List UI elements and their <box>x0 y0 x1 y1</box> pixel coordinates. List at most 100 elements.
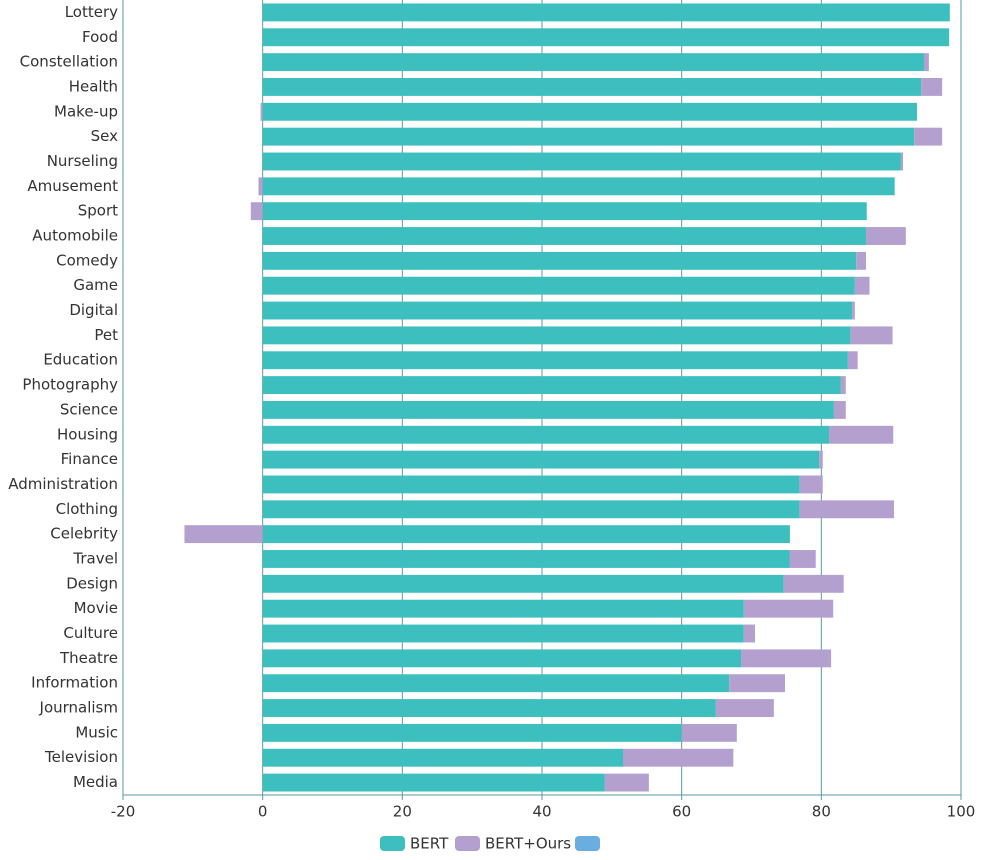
legend-label: BERT <box>410 835 449 853</box>
bar <box>681 723 737 742</box>
bar <box>262 376 841 395</box>
bar <box>799 500 894 519</box>
y-tick-label: Amusement <box>27 177 118 195</box>
x-tick-label: 80 <box>812 803 831 821</box>
y-tick-label: Travel <box>72 549 118 567</box>
bar <box>833 400 846 419</box>
bar <box>854 276 870 295</box>
y-tick-label: Health <box>69 77 118 95</box>
y-tick-label: Information <box>31 674 118 692</box>
bar <box>262 53 924 72</box>
y-tick-label: Movie <box>74 599 118 617</box>
y-tick-label: Journalism <box>39 699 118 717</box>
bar <box>923 53 929 72</box>
bar <box>743 624 755 643</box>
bar <box>262 102 918 121</box>
bar <box>184 525 263 544</box>
bar <box>262 227 867 245</box>
y-tick-label: Housing <box>57 425 118 443</box>
bar <box>262 251 857 270</box>
y-tick-label: Comedy <box>56 251 118 269</box>
bar <box>262 699 716 717</box>
x-tick-label: 60 <box>672 803 691 821</box>
bar <box>262 28 950 47</box>
bar <box>262 127 915 146</box>
y-tick-label: Sex <box>91 127 118 145</box>
bar <box>840 376 846 395</box>
bar <box>850 326 893 345</box>
y-tick-label: Clothing <box>56 500 118 518</box>
x-tick-label: 0 <box>258 803 268 821</box>
y-tick-label: Nurseling <box>47 152 118 170</box>
y-tick-label: Finance <box>61 450 118 468</box>
bar <box>260 102 263 121</box>
y-tick-label: Television <box>44 748 118 766</box>
y-tick-label: Education <box>43 351 118 369</box>
bar <box>262 599 744 618</box>
bar <box>921 78 943 96</box>
bar <box>262 550 790 568</box>
bar <box>829 425 894 444</box>
bar <box>852 301 855 320</box>
bar <box>262 674 730 693</box>
bar <box>262 425 830 444</box>
bar <box>914 127 943 146</box>
bar <box>262 525 790 544</box>
x-tick-label: 20 <box>393 803 412 821</box>
bar <box>262 748 624 767</box>
bar <box>799 475 823 494</box>
bar <box>262 574 784 593</box>
bar <box>262 202 867 221</box>
bar <box>729 674 786 693</box>
bar <box>715 699 774 717</box>
bar <box>262 276 855 295</box>
bar <box>741 649 832 668</box>
bar <box>900 152 904 171</box>
legend-swatch <box>455 836 480 851</box>
bar <box>866 227 906 245</box>
bar <box>262 301 853 320</box>
legend-swatch <box>380 836 405 851</box>
y-tick-label: Administration <box>8 475 118 493</box>
bar <box>819 450 823 469</box>
y-tick-label: Make-up <box>54 102 118 120</box>
bar <box>262 78 922 96</box>
bar <box>604 773 649 792</box>
bar <box>847 351 858 370</box>
bar <box>262 400 834 419</box>
y-tick-label: Lottery <box>65 3 118 21</box>
bar <box>262 649 742 668</box>
bar <box>789 550 816 568</box>
y-tick-label: Sport <box>78 202 118 220</box>
y-tick-label: Food <box>82 28 118 46</box>
y-tick-label: Game <box>73 276 118 294</box>
bar <box>262 475 800 494</box>
x-tick-label: 40 <box>532 803 551 821</box>
bar <box>783 574 844 593</box>
bar <box>262 3 950 22</box>
bar <box>262 177 895 196</box>
bar <box>856 251 867 270</box>
bar <box>743 599 834 618</box>
y-tick-label: Constellation <box>20 53 118 71</box>
legend-swatch <box>575 836 600 851</box>
bar <box>258 177 263 196</box>
y-tick-label: Media <box>73 773 118 791</box>
y-tick-label: Design <box>66 574 118 592</box>
y-tick-label: Science <box>60 400 118 418</box>
y-tick-label: Theatre <box>59 649 118 667</box>
bar <box>623 748 734 767</box>
y-tick-label: Automobile <box>32 227 118 245</box>
bar <box>262 326 851 345</box>
y-tick-label: Culture <box>63 624 118 642</box>
bar <box>262 351 848 370</box>
x-tick-label: 100 <box>947 803 976 821</box>
y-tick-label: Photography <box>22 376 118 394</box>
legend-label: BERT+Ours <box>485 835 571 853</box>
bar <box>262 500 800 519</box>
y-tick-label: Celebrity <box>50 525 118 543</box>
bar <box>250 202 263 221</box>
y-tick-label: Digital <box>69 301 118 319</box>
bar <box>262 723 682 742</box>
